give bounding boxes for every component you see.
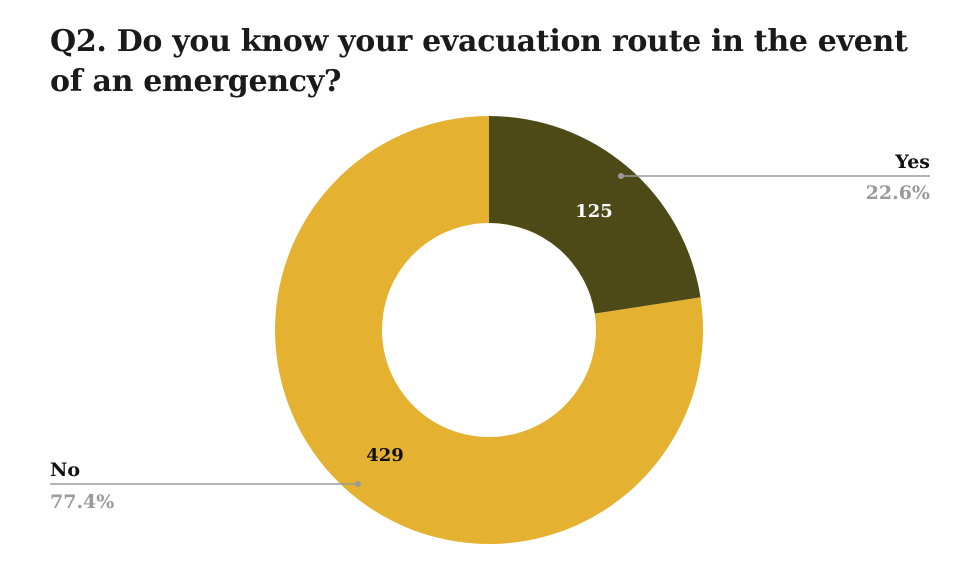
slice-no: [274, 116, 703, 545]
value-label-yes: 125: [575, 201, 613, 222]
category-label-yes: Yes: [894, 151, 930, 173]
percent-label-no: 77.4%: [50, 491, 114, 513]
percent-label-yes: 22.6%: [866, 182, 930, 204]
leader-dot-yes: [618, 173, 624, 179]
slice-yes: [489, 116, 701, 314]
category-label-no: No: [50, 459, 80, 481]
leader-dot-no: [355, 481, 361, 487]
value-label-no: 429: [366, 445, 404, 466]
chart-title: Q2. Do you know your evacuation route in…: [50, 24, 908, 99]
